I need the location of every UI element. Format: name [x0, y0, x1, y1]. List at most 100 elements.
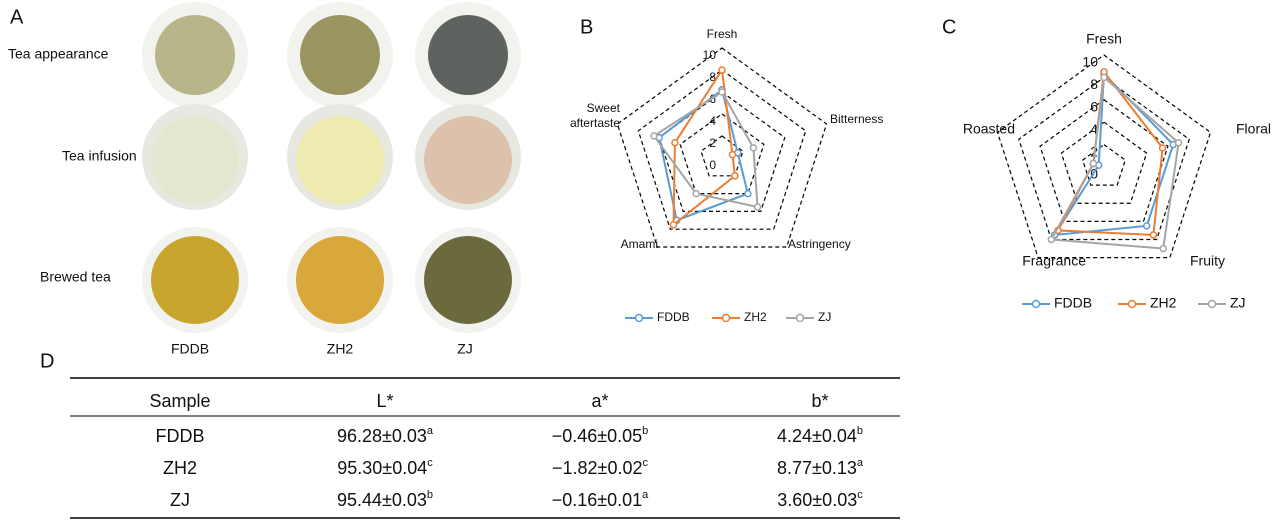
axis-label: Amami — [621, 237, 658, 251]
point — [1174, 139, 1183, 147]
cell: −0.46±0.05b — [552, 425, 649, 446]
point — [650, 132, 658, 140]
point — [1158, 144, 1167, 152]
point — [1159, 244, 1167, 253]
panel-label: D — [40, 350, 54, 372]
table: Sample L* a* b*FDDB 96.28±0.03a −0.46±0.05b 4.… — [70, 377, 900, 519]
header-cell: b* — [811, 391, 828, 411]
axis-label: Fresh — [1086, 31, 1122, 47]
point — [1100, 73, 1108, 82]
panel-label: A — [10, 6, 24, 28]
header-cell: a* — [591, 391, 608, 411]
axis-label: Floral — [1236, 121, 1271, 137]
series-line — [1049, 75, 1180, 250]
point — [1149, 231, 1158, 239]
grid-line — [616, 47, 828, 248]
cell: 4.24±0.04b — [777, 425, 863, 446]
dry-leaves — [300, 15, 380, 95]
cell-value: −0.46±0.05 — [552, 426, 642, 446]
cell-value: 4.24±0.04 — [777, 426, 857, 446]
legend-label: FDDB — [1054, 295, 1092, 311]
series-line — [672, 67, 736, 227]
tick-label: 0 — [709, 158, 716, 172]
cell-value: −1.82±0.02 — [552, 458, 642, 478]
header-cell: Sample — [149, 391, 210, 411]
grid-line — [1081, 143, 1127, 186]
legend-marker — [1207, 299, 1217, 309]
tick-label: 8 — [1090, 76, 1098, 92]
row-label: Tea infusion — [62, 148, 137, 164]
tick-label: 8 — [709, 70, 716, 84]
sample-label: ZJ — [457, 341, 473, 357]
superscript: a — [427, 425, 434, 437]
cell: −0.16±0.01a — [552, 489, 649, 510]
point — [1089, 159, 1098, 168]
axis-label: Fragrance — [1022, 253, 1086, 269]
superscript: c — [642, 457, 648, 469]
tick-label: 6 — [1090, 99, 1098, 115]
row-label: Brewed tea — [40, 269, 111, 285]
point — [744, 189, 752, 198]
axis-label: Astringency — [788, 237, 851, 251]
superscript: b — [857, 425, 863, 437]
grid-line — [1018, 76, 1190, 241]
tick-label: 6 — [709, 92, 716, 106]
point — [692, 189, 700, 198]
grid-line — [1060, 121, 1148, 204]
grid-line — [1039, 99, 1169, 222]
legend-marker — [1031, 299, 1041, 309]
cell: −1.82±0.02c — [552, 457, 648, 478]
cell: FDDB — [156, 426, 205, 446]
header-cell: L* — [376, 391, 393, 411]
legend-marker — [721, 313, 731, 323]
cell: 95.44±0.03b — [337, 489, 433, 510]
cell-value: 8.77±0.13 — [777, 458, 857, 478]
tick-label: 4 — [709, 114, 716, 128]
cell-value: 95.30±0.04 — [337, 458, 427, 478]
legend-marker — [634, 313, 644, 323]
tick-label: 10 — [703, 48, 717, 62]
cell: 95.30±0.04c — [337, 457, 433, 478]
legend-label: ZH2 — [1150, 295, 1177, 311]
series-line — [1052, 71, 1175, 237]
infusion — [424, 116, 512, 204]
sample-label: FDDB — [171, 341, 209, 357]
tick-label: 4 — [1090, 121, 1098, 137]
grid-line — [996, 54, 1212, 259]
infusion — [296, 116, 384, 204]
photos — [142, 2, 521, 333]
legend-marker — [1127, 299, 1137, 309]
superscript: a — [642, 489, 649, 501]
superscript: b — [427, 489, 433, 501]
legend-label: ZJ — [818, 310, 831, 324]
dry-leaves — [428, 15, 508, 95]
panel-label: B — [580, 16, 593, 38]
axis-label: Sweet aftertaste — [570, 101, 621, 130]
legend-label: FDDB — [657, 310, 690, 324]
cell: ZJ — [170, 490, 190, 510]
cell: 8.77±0.13a — [777, 457, 864, 478]
axis-label: Roasted — [963, 121, 1015, 137]
point — [749, 144, 758, 152]
tick-label: 2 — [709, 136, 716, 150]
grid-line — [637, 69, 807, 230]
brewed-leaves — [151, 236, 239, 324]
cell: 96.28±0.03a — [337, 425, 434, 446]
axis-label: Bitterness — [830, 112, 883, 126]
point — [731, 172, 739, 180]
point — [671, 138, 679, 147]
panel-label: C — [942, 16, 956, 38]
superscript: a — [857, 457, 864, 469]
point — [669, 220, 678, 229]
point — [728, 150, 737, 159]
point — [718, 88, 726, 96]
series-line — [658, 88, 750, 222]
dry-leaves — [155, 15, 235, 95]
brewed-leaves — [424, 236, 512, 324]
axis-label: Fruity — [1190, 253, 1225, 269]
grid-line — [679, 113, 765, 195]
superscript: c — [857, 489, 863, 501]
series-line — [652, 90, 759, 209]
legend-label: ZJ — [1230, 295, 1246, 311]
